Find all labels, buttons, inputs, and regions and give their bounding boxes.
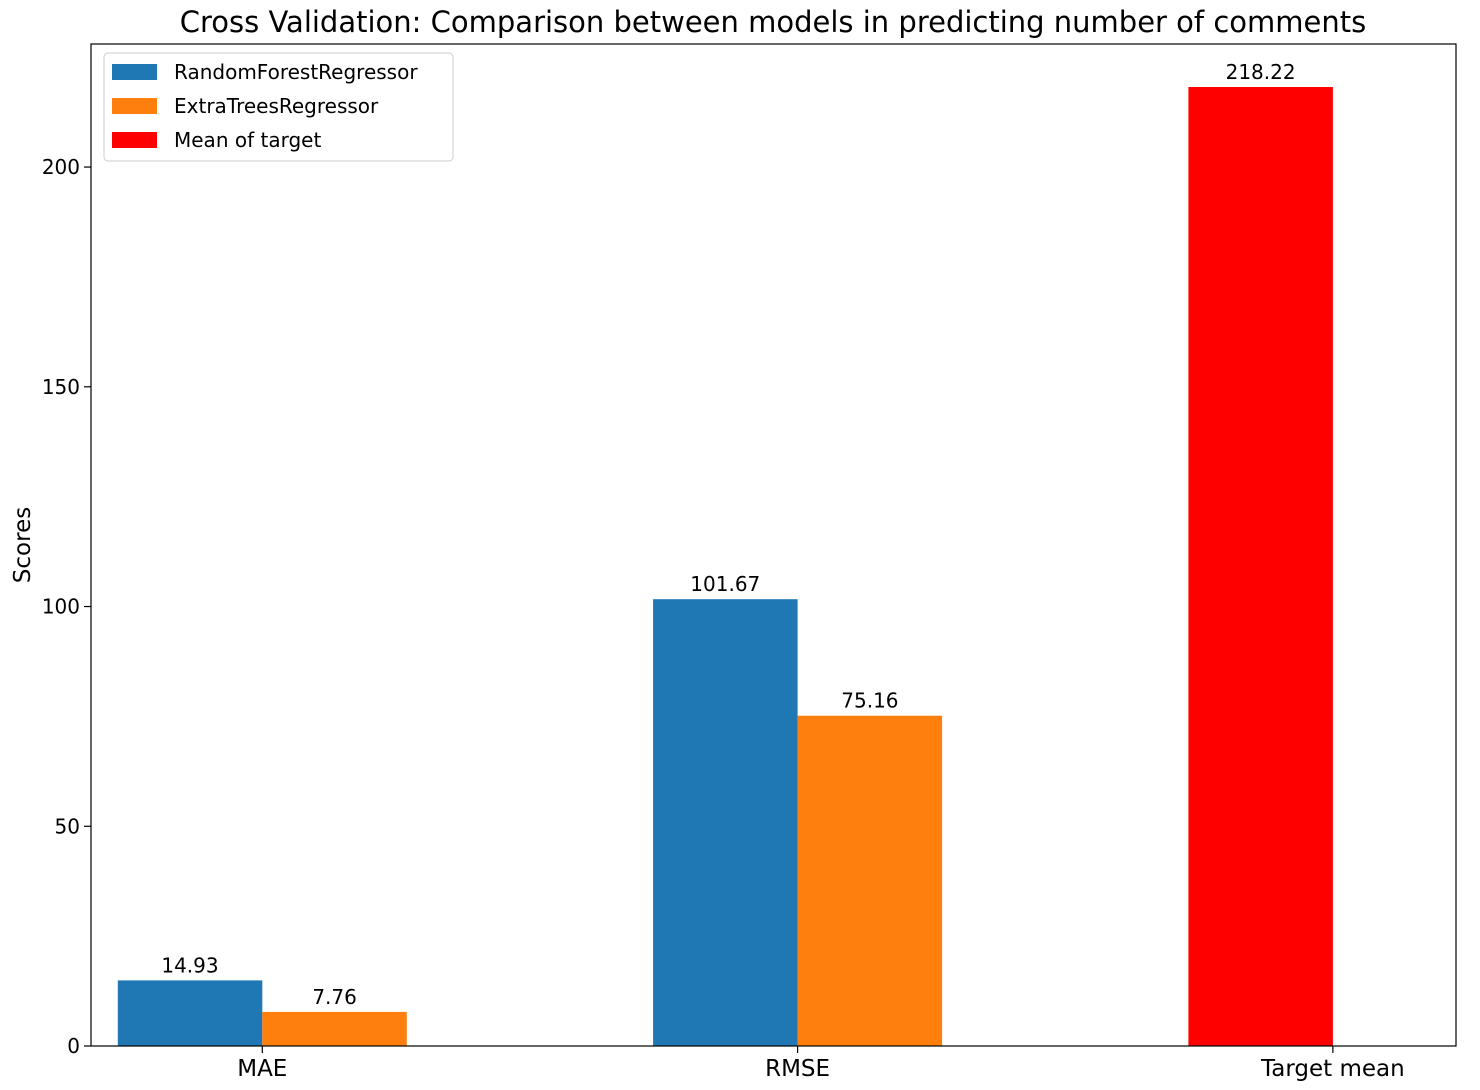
y-tick-label: 100 <box>42 595 80 619</box>
legend-entry-label: RandomForestRegressor <box>174 60 418 84</box>
bar-randomforestregressor-mae <box>118 980 262 1046</box>
data-label: 218.22 <box>1226 60 1296 84</box>
y-tick-label: 0 <box>67 1034 80 1058</box>
y-axis-label: Scores <box>10 507 36 583</box>
legend-swatch <box>112 64 157 80</box>
chart-title: Cross Validation: Comparison between mod… <box>180 5 1367 39</box>
y-tick-label: 50 <box>55 814 80 838</box>
legend: RandomForestRegressor ExtraTreesRegressor… <box>104 53 453 161</box>
x-tick-label: Target mean <box>1260 1056 1405 1082</box>
data-label: 75.16 <box>841 689 898 713</box>
bar-randomforestregressor-rmse <box>653 599 798 1046</box>
data-label: 7.76 <box>312 985 357 1009</box>
bar-mean-of-target-target-mean <box>1188 87 1333 1046</box>
legend-swatch <box>112 98 157 114</box>
data-label: 101.67 <box>690 572 760 596</box>
x-tick-label: RMSE <box>765 1056 830 1082</box>
bar-extratreesregressor-rmse <box>798 716 943 1046</box>
legend-entry-label: Mean of target <box>174 128 321 152</box>
bar-extratreesregressor-mae <box>262 1012 407 1046</box>
legend-entry-label: ExtraTreesRegressor <box>174 94 379 118</box>
y-tick-label: 150 <box>42 375 80 399</box>
y-tick-label: 200 <box>42 155 80 179</box>
data-label: 14.93 <box>161 953 218 977</box>
x-tick-label: MAE <box>237 1056 287 1082</box>
legend-swatch <box>112 132 157 148</box>
